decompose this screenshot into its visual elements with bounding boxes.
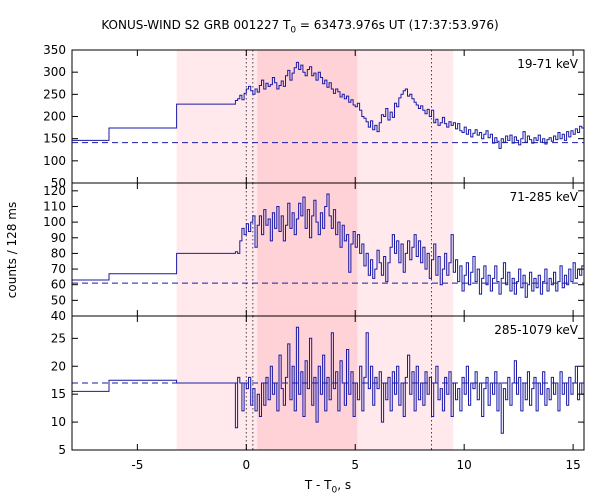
y-tick-label: 120 bbox=[43, 184, 66, 198]
lightcurve-series bbox=[72, 61, 584, 149]
chart-title-sub: 0 bbox=[290, 25, 297, 36]
y-tick-label: 200 bbox=[43, 110, 66, 124]
panel-energy-label: 19-71 keV bbox=[517, 57, 579, 71]
x-axis-label-rest: , s bbox=[337, 478, 352, 492]
x-tick-label: 10 bbox=[457, 458, 472, 472]
y-tick-label: 20 bbox=[51, 359, 66, 373]
y-tick-label: 100 bbox=[43, 215, 66, 229]
y-tick-label: 25 bbox=[51, 331, 66, 345]
y-tick-label: 150 bbox=[43, 132, 66, 146]
chart-title-rest: = 63473.976s UT (17:37:53.976) bbox=[296, 18, 499, 32]
y-tick-label: 110 bbox=[43, 199, 66, 213]
chart-title: KONUS-WIND S2 GRB 001227 T0 = 63473.976s… bbox=[0, 18, 600, 35]
y-tick-label: 10 bbox=[51, 415, 66, 429]
x-tick-label: 5 bbox=[351, 458, 359, 472]
panel-energy-label: 71-285 keV bbox=[510, 190, 579, 204]
x-tick-label: 15 bbox=[565, 458, 580, 472]
chart-title-main: KONUS-WIND S2 GRB 001227 T bbox=[101, 18, 291, 32]
x-axis-label: T - T0, s bbox=[72, 478, 584, 495]
y-tick-label: 50 bbox=[51, 293, 66, 307]
x-axis-label-sub: 0 bbox=[331, 485, 338, 496]
y-tick-label: 300 bbox=[43, 65, 66, 79]
x-tick-label: -5 bbox=[131, 458, 143, 472]
x-tick-labels: -5 0 5 10 15 bbox=[131, 458, 580, 472]
panel-energy-label: 285-1079 keV bbox=[494, 323, 578, 337]
panel-frame bbox=[71, 315, 585, 451]
y-tick-label: 60 bbox=[51, 278, 66, 292]
x-tick-label: 0 bbox=[242, 458, 250, 472]
y-tick-label: 50 bbox=[51, 176, 66, 190]
y-axis-label: counts / 128 ms bbox=[5, 201, 19, 299]
y-tick-label: 90 bbox=[51, 231, 66, 245]
y-tick-label: 250 bbox=[43, 87, 66, 101]
x-axis-label-main: T - T bbox=[304, 478, 332, 492]
y-tick-label: 15 bbox=[51, 387, 66, 401]
y-tick-label: 350 bbox=[43, 43, 66, 57]
y-tick-label: 80 bbox=[51, 246, 66, 260]
lightcurve-series bbox=[72, 193, 584, 298]
y-tick-label: 100 bbox=[43, 154, 66, 168]
y-tick-label: 40 bbox=[51, 309, 66, 323]
lightcurve-series bbox=[72, 326, 584, 434]
panel-3: 5 10 15 20 25 285-1079 keV bbox=[51, 315, 585, 457]
y-tick-label: 5 bbox=[58, 443, 66, 457]
y-tick-label: 70 bbox=[51, 262, 66, 276]
